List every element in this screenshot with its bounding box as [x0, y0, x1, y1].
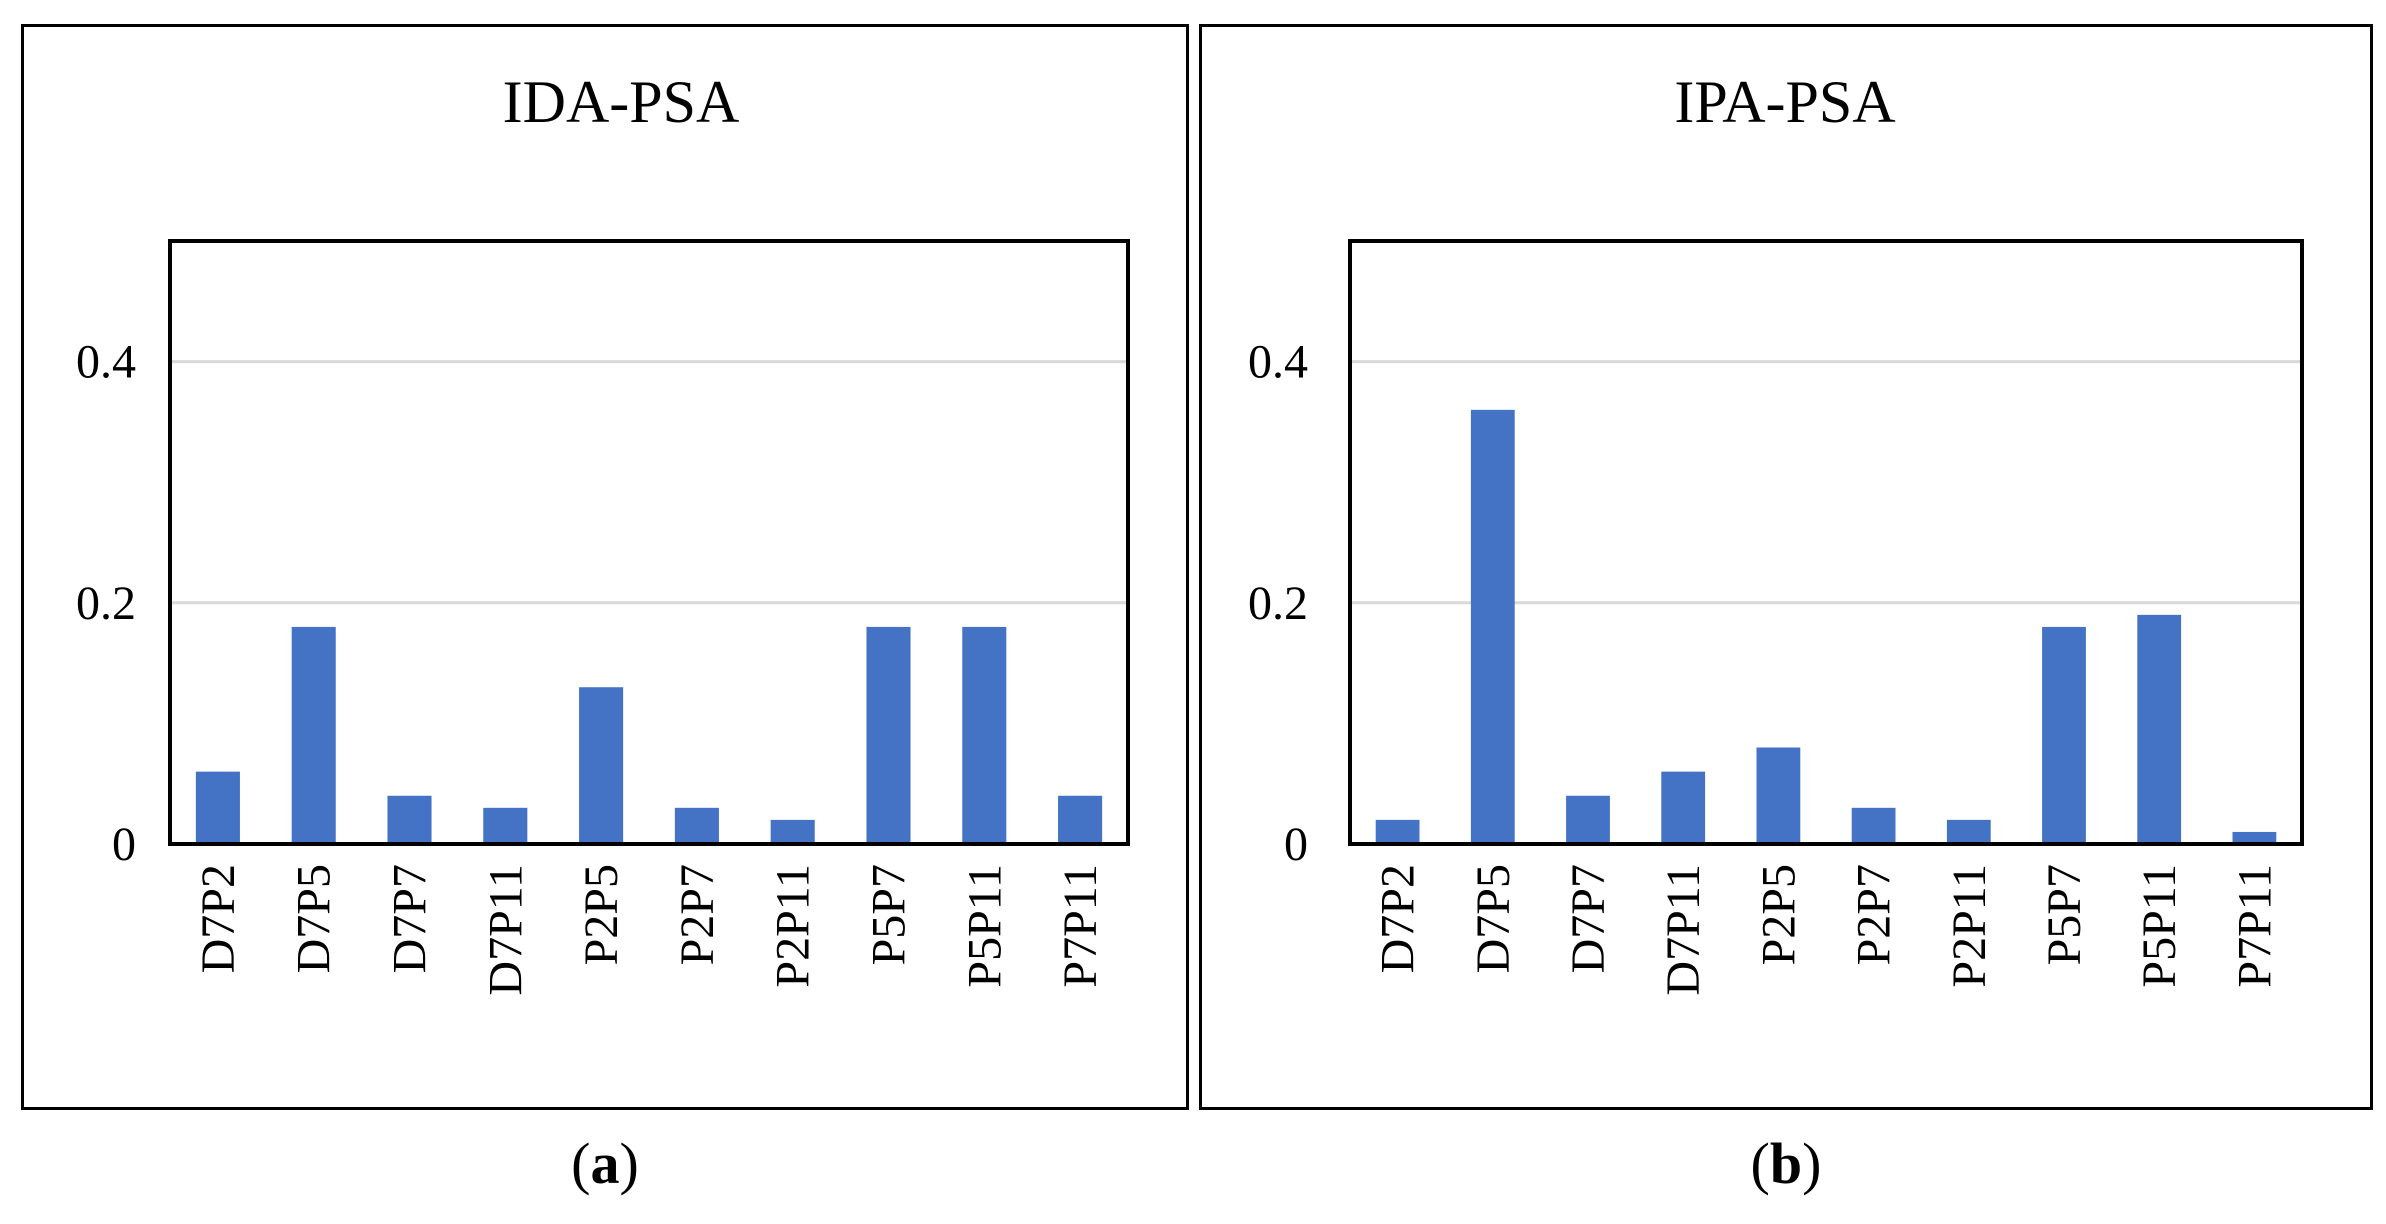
x-tick-label: P5P7 [863, 864, 916, 965]
x-tick-label: P5P7 [2038, 864, 2091, 965]
caption-b-letter: b [1769, 1131, 1803, 1196]
bar-a-p5p11 [962, 626, 1007, 844]
x-tick-label: D7P5 [288, 864, 341, 973]
y-tick-label: 0.2 [76, 577, 136, 630]
x-tick-label: D7P7 [384, 864, 437, 973]
x-tick-label: D7P11 [1657, 864, 1710, 996]
x-tick-label: P2P11 [1943, 864, 1996, 988]
chart-b: IPA-PSA 0 0.2 0.4 D7P2 D7P5 D7P7 D7P11 P2P5 P2P7 P… [1248, 69, 2304, 996]
bar-a-p7p11 [1058, 795, 1103, 844]
bar-b-p5p11 [2137, 614, 2182, 844]
caption-b: (b) [1636, 1130, 1936, 1197]
chart-title: IDA-PSA [503, 69, 740, 135]
y-tick-label: 0.4 [1248, 336, 1308, 389]
bar-b-d7p7 [1566, 795, 1610, 844]
bar-a-p5p7 [866, 626, 911, 844]
bar-a-d7p5 [291, 626, 336, 844]
bar-b-p2p5 [1756, 747, 1801, 844]
bar-b-p2p11 [1946, 819, 1991, 844]
plot-area-frame [168, 239, 1130, 846]
x-tick-label: P7P11 [2228, 864, 2281, 988]
caption-b-close: ) [1802, 1131, 1822, 1196]
x-tick-label: P2P5 [1752, 864, 1805, 965]
x-tick-label: D7P7 [1562, 864, 1615, 973]
x-tick-label: P2P5 [575, 864, 628, 965]
bar-b-p2p7 [1851, 807, 1896, 844]
y-tick-label: 0.4 [76, 336, 136, 389]
y-tick-label: 0 [112, 818, 136, 871]
plot-area-frame [1348, 239, 2304, 846]
bar-a-p2p7 [674, 807, 719, 844]
x-tick-label: D7P11 [479, 864, 532, 996]
bar-a-d7p2 [195, 771, 240, 844]
x-tick-label: P2P11 [767, 864, 820, 988]
bar-b-d7p2 [1375, 819, 1420, 844]
caption-a-close: ) [619, 1131, 639, 1196]
y-tick-label: 0 [1284, 818, 1308, 871]
bar-a-p2p11 [770, 819, 815, 844]
caption-b-open: ( [1750, 1131, 1770, 1196]
bar-a-d7p11 [483, 807, 528, 844]
chart-panel-a: IDA-PSA 0 0.2 0.4 D7P2 D7P5 D7P7 D7P11 P2P5 P2P7 P… [21, 24, 1189, 1110]
bar-b-d7p5 [1470, 409, 1515, 844]
caption-a: (a) [455, 1130, 755, 1197]
x-tick-label: P5P11 [2133, 864, 2186, 988]
chart-title: IPA-PSA [1674, 69, 1895, 135]
x-tick-label: P2P7 [1848, 864, 1901, 965]
x-tick-label: D7P2 [192, 864, 245, 973]
y-tick-label: 0.2 [1248, 577, 1308, 630]
x-tick-label: P7P11 [1054, 864, 1107, 988]
chart-a: IDA-PSA 0 0.2 0.4 D7P2 D7P5 D7P7 D7P11 P2P5 P2P7 P… [76, 69, 1130, 996]
x-tick-label: P5P11 [958, 864, 1011, 988]
x-tick-label: D7P5 [1467, 864, 1520, 973]
caption-a-open: ( [571, 1131, 591, 1196]
caption-a-letter: a [590, 1131, 620, 1196]
bar-b-d7p11 [1661, 771, 1706, 844]
x-tick-label: P2P7 [671, 864, 724, 965]
bar-a-d7p7 [387, 795, 432, 844]
bar-b-p7p11 [2232, 831, 2277, 844]
chart-panel-b: IPA-PSA 0 0.2 0.4 D7P2 D7P5 D7P7 D7P11 P2P5 P2P7 P… [1199, 24, 2373, 1110]
bar-a-p2p5 [579, 687, 624, 844]
x-tick-label: D7P2 [1372, 864, 1425, 973]
bar-b-p5p7 [2042, 626, 2086, 844]
